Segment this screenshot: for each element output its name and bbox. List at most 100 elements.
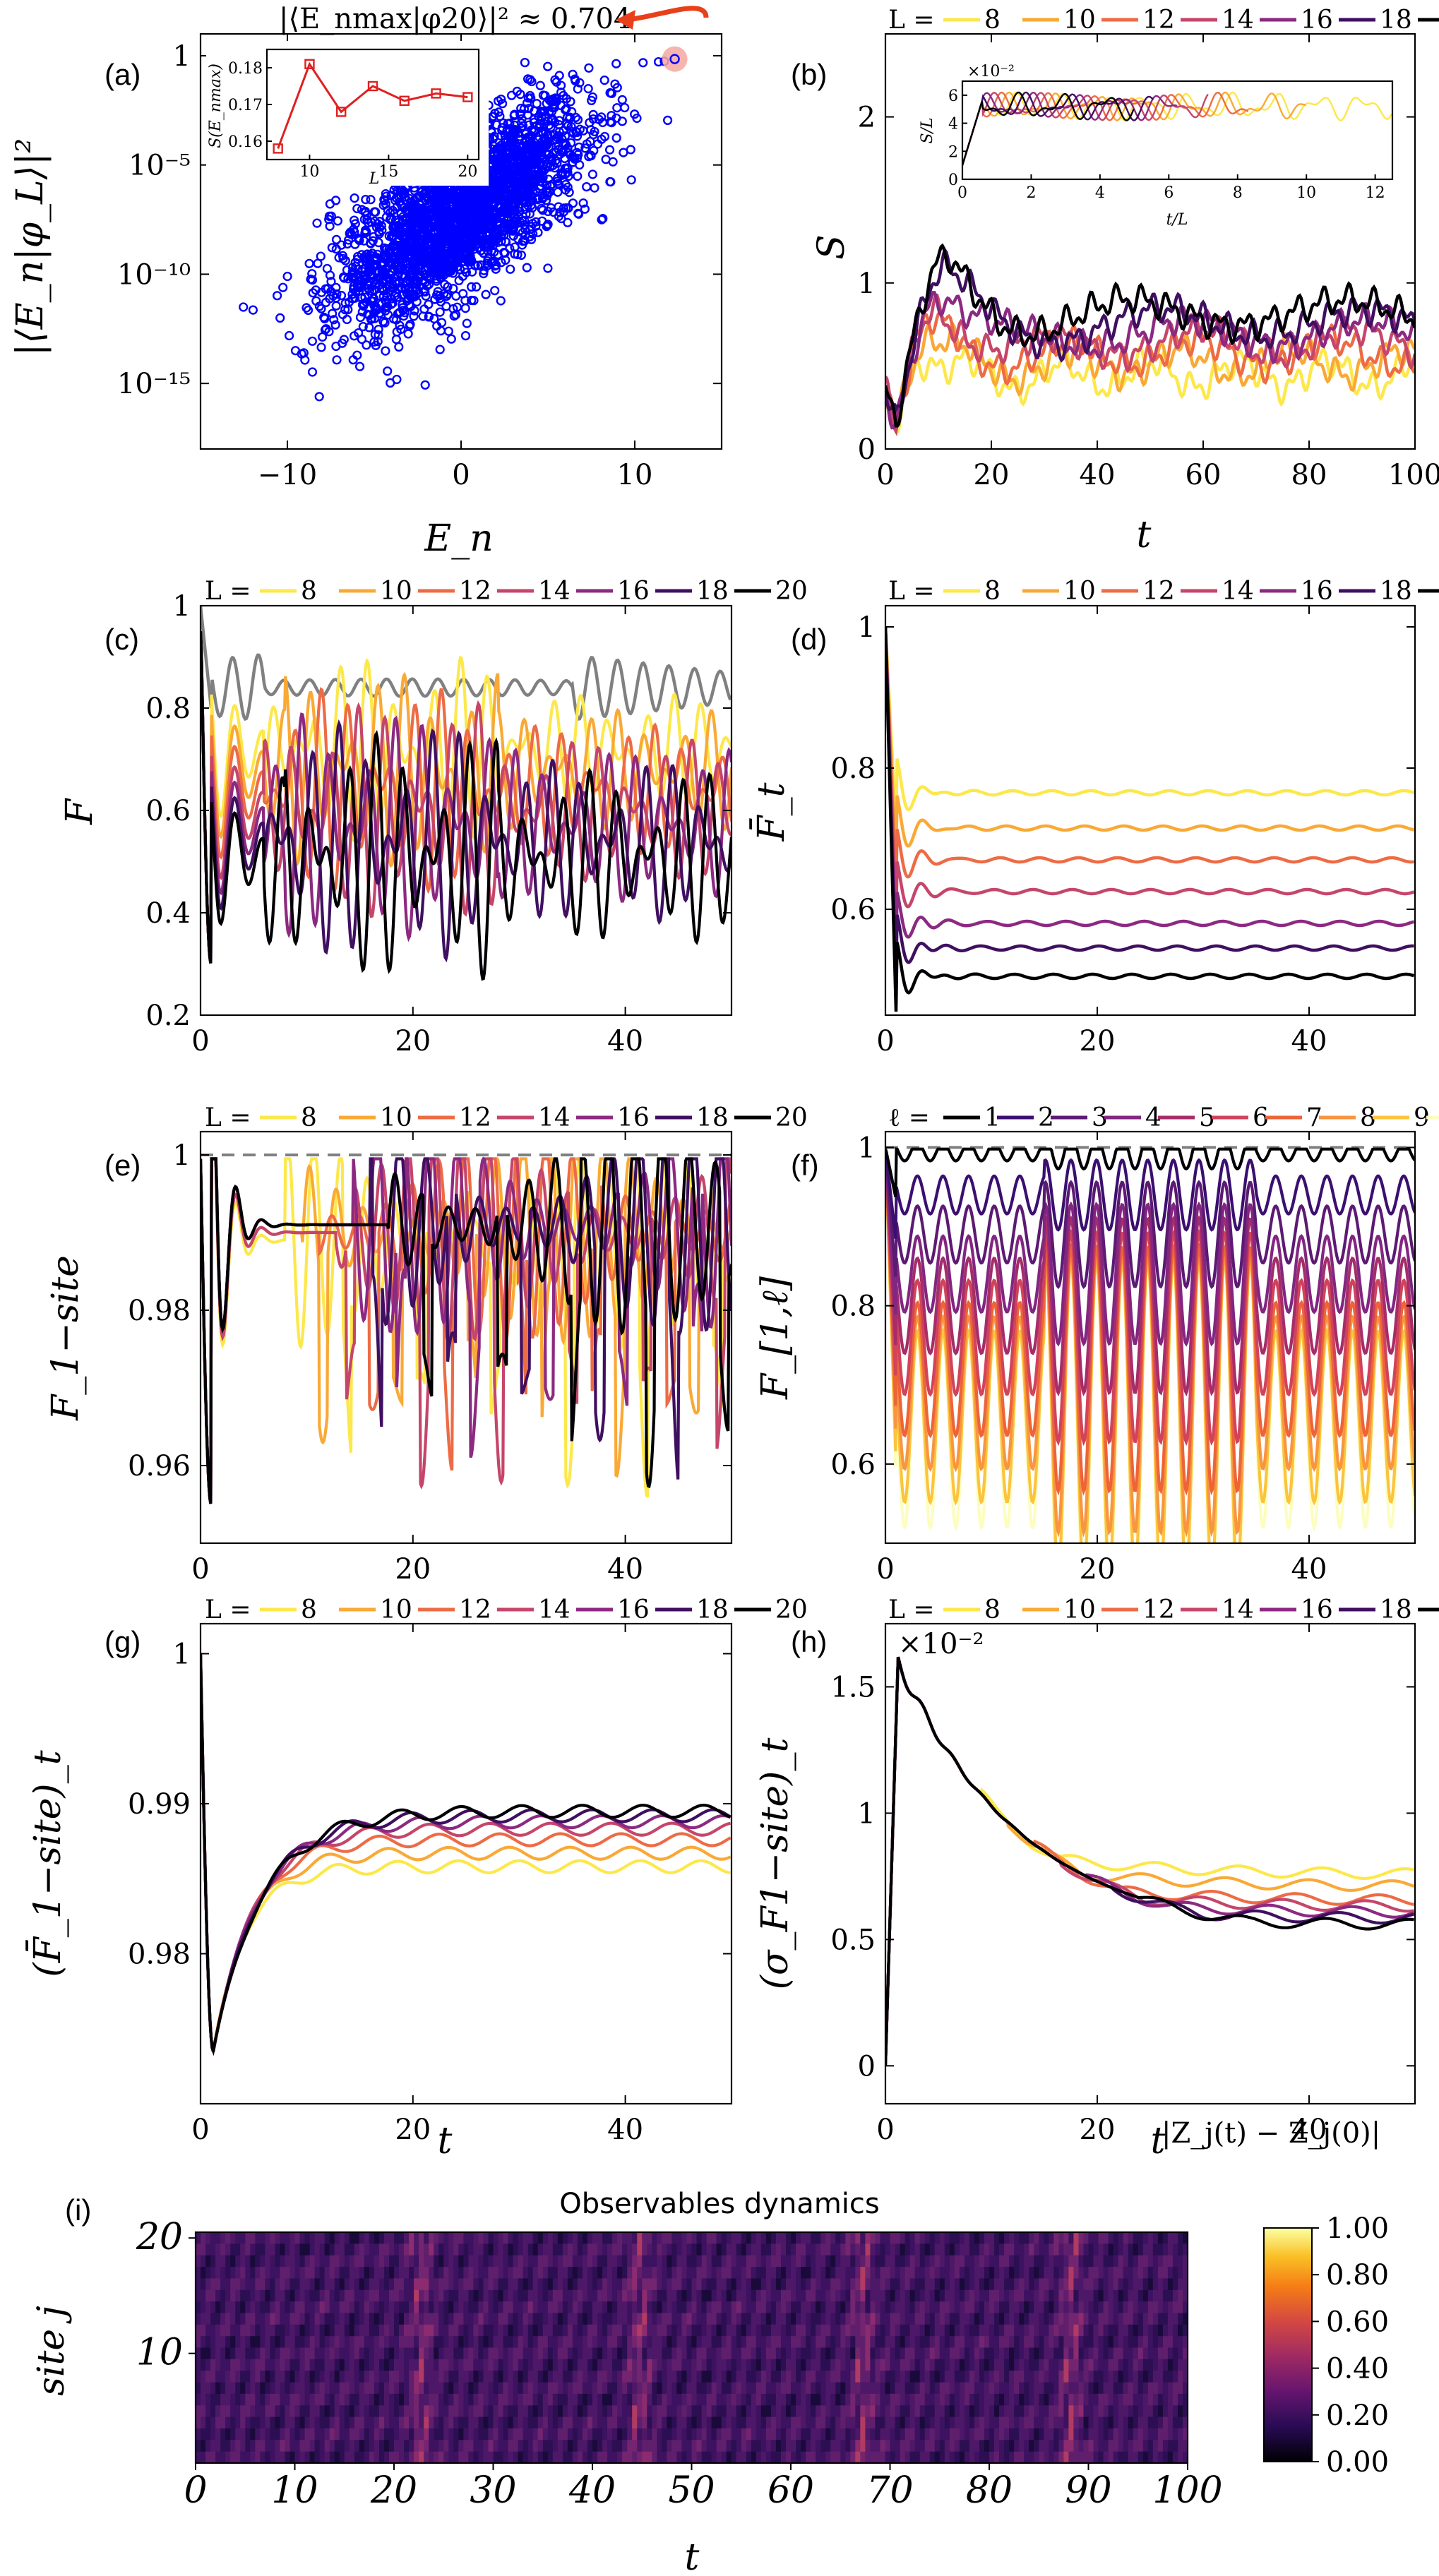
heatmap-cell [503, 2313, 508, 2325]
heatmap-cell [622, 2278, 628, 2291]
heatmap-cell [667, 2416, 672, 2429]
heatmap-cell [314, 2278, 320, 2291]
heatmap-cell [453, 2451, 459, 2464]
heatmap-cell [215, 2440, 221, 2452]
heatmap-cell [434, 2278, 439, 2291]
heatmap-cell [225, 2416, 231, 2429]
heatmap-cell [637, 2243, 643, 2256]
heatmap-cell [513, 2301, 518, 2313]
heatmap-cell [617, 2371, 623, 2383]
heatmap-cell [523, 2347, 529, 2360]
scatter-point [383, 366, 393, 376]
heatmap-cell [289, 2232, 295, 2244]
heatmap-cell [265, 2267, 270, 2279]
heatmap-cell [334, 2382, 340, 2395]
heatmap-cell [557, 2405, 563, 2418]
heatmap-cell [542, 2313, 549, 2325]
heatmap-cell [314, 2405, 320, 2418]
heatmap-cell [374, 2289, 380, 2302]
heatmap-cells [196, 2232, 1188, 2464]
heatmap-cell [617, 2393, 623, 2406]
heatmap-cell [557, 2255, 563, 2268]
heatmap-cell [215, 2301, 221, 2313]
heatmap-cell [627, 2255, 633, 2268]
heatmap-cell [389, 2382, 395, 2395]
scatter-point [460, 331, 471, 341]
heatmap-cell [448, 2371, 454, 2383]
heatmap-cell [424, 2267, 429, 2279]
heatmap-cell [607, 2405, 613, 2418]
scatter-point [542, 222, 551, 232]
heatmap-cell [483, 2255, 489, 2268]
heatmap-cell [378, 2255, 385, 2268]
heatmap-cell [493, 2267, 498, 2279]
heatmap-cell [230, 2289, 236, 2302]
heatmap-cell [552, 2336, 559, 2348]
heatmap-cell [245, 2416, 251, 2429]
heatmap-cell [344, 2336, 350, 2348]
heatmap-cell [552, 2232, 559, 2244]
heatmap-cell [473, 2382, 479, 2395]
heatmap-cell [220, 2405, 226, 2418]
heatmap-cell [577, 2267, 583, 2279]
heatmap-cell [220, 2336, 226, 2348]
heatmap-cell [309, 2382, 315, 2395]
heatmap-cell [354, 2371, 360, 2383]
heatmap-cell [260, 2336, 265, 2348]
heatmap-cell [587, 2371, 593, 2383]
heatmap-cell [220, 2313, 226, 2325]
heatmap-cell [399, 2278, 405, 2291]
heatmap-cell [434, 2313, 439, 2325]
heatmap-cell [667, 2451, 672, 2464]
heatmap-cell [498, 2289, 503, 2302]
heatmap-cell [414, 2347, 419, 2360]
heatmap-cell [503, 2324, 508, 2337]
heatmap-cell [270, 2289, 275, 2302]
scatter-point [307, 269, 317, 279]
heatmap-cell [577, 2301, 583, 2313]
heatmap-cell [612, 2255, 618, 2268]
heatmap-cell [527, 2324, 534, 2337]
heatmap-cell [250, 2347, 256, 2360]
heatmap-cell [458, 2359, 464, 2371]
heatmap-cell [309, 2301, 315, 2313]
heatmap-cell [632, 2382, 638, 2395]
scatter-point [582, 139, 592, 149]
heatmap-cell [597, 2267, 603, 2279]
heatmap-cell [399, 2393, 405, 2406]
heatmap-cell [662, 2243, 667, 2256]
heatmap-cell [617, 2324, 623, 2337]
heatmap-cell [627, 2382, 633, 2395]
heatmap-cell [642, 2359, 647, 2371]
series-lines [201, 1156, 732, 1504]
heatmap-cell [270, 2267, 275, 2279]
heatmap-cell [662, 2359, 667, 2371]
heatmap-cell [349, 2382, 355, 2395]
heatmap-cell [527, 2382, 534, 2395]
heatmap-cell [374, 2336, 380, 2348]
heatmap-cell [532, 2428, 539, 2440]
heatmap-cell [399, 2371, 405, 2383]
heatmap-cell [513, 2359, 518, 2371]
heatmap-cell [463, 2313, 469, 2325]
heatmap-cell [359, 2243, 365, 2256]
heatmap-cell [384, 2336, 390, 2348]
scatter-point [620, 102, 630, 113]
heatmap-cell [414, 2267, 419, 2279]
heatmap-cell [374, 2440, 380, 2452]
heatmap-cell [652, 2313, 657, 2325]
heatmap-cell [334, 2451, 340, 2464]
panel-label: (c) [105, 623, 139, 656]
heatmap-cell [473, 2371, 479, 2383]
heatmap-cell [220, 2301, 226, 2313]
heatmap-cell [230, 2451, 236, 2464]
heatmap-cell [289, 2440, 295, 2452]
heatmap-cell [354, 2324, 360, 2337]
legend-label: 16 [1301, 1595, 1333, 1624]
heatmap-cell [667, 2243, 672, 2256]
heatmap-cell [642, 2371, 647, 2383]
heatmap-cell [642, 2440, 647, 2452]
y-axis-label: (F̄_1−site)_t [26, 1750, 69, 1977]
heatmap-cell [294, 2243, 300, 2256]
